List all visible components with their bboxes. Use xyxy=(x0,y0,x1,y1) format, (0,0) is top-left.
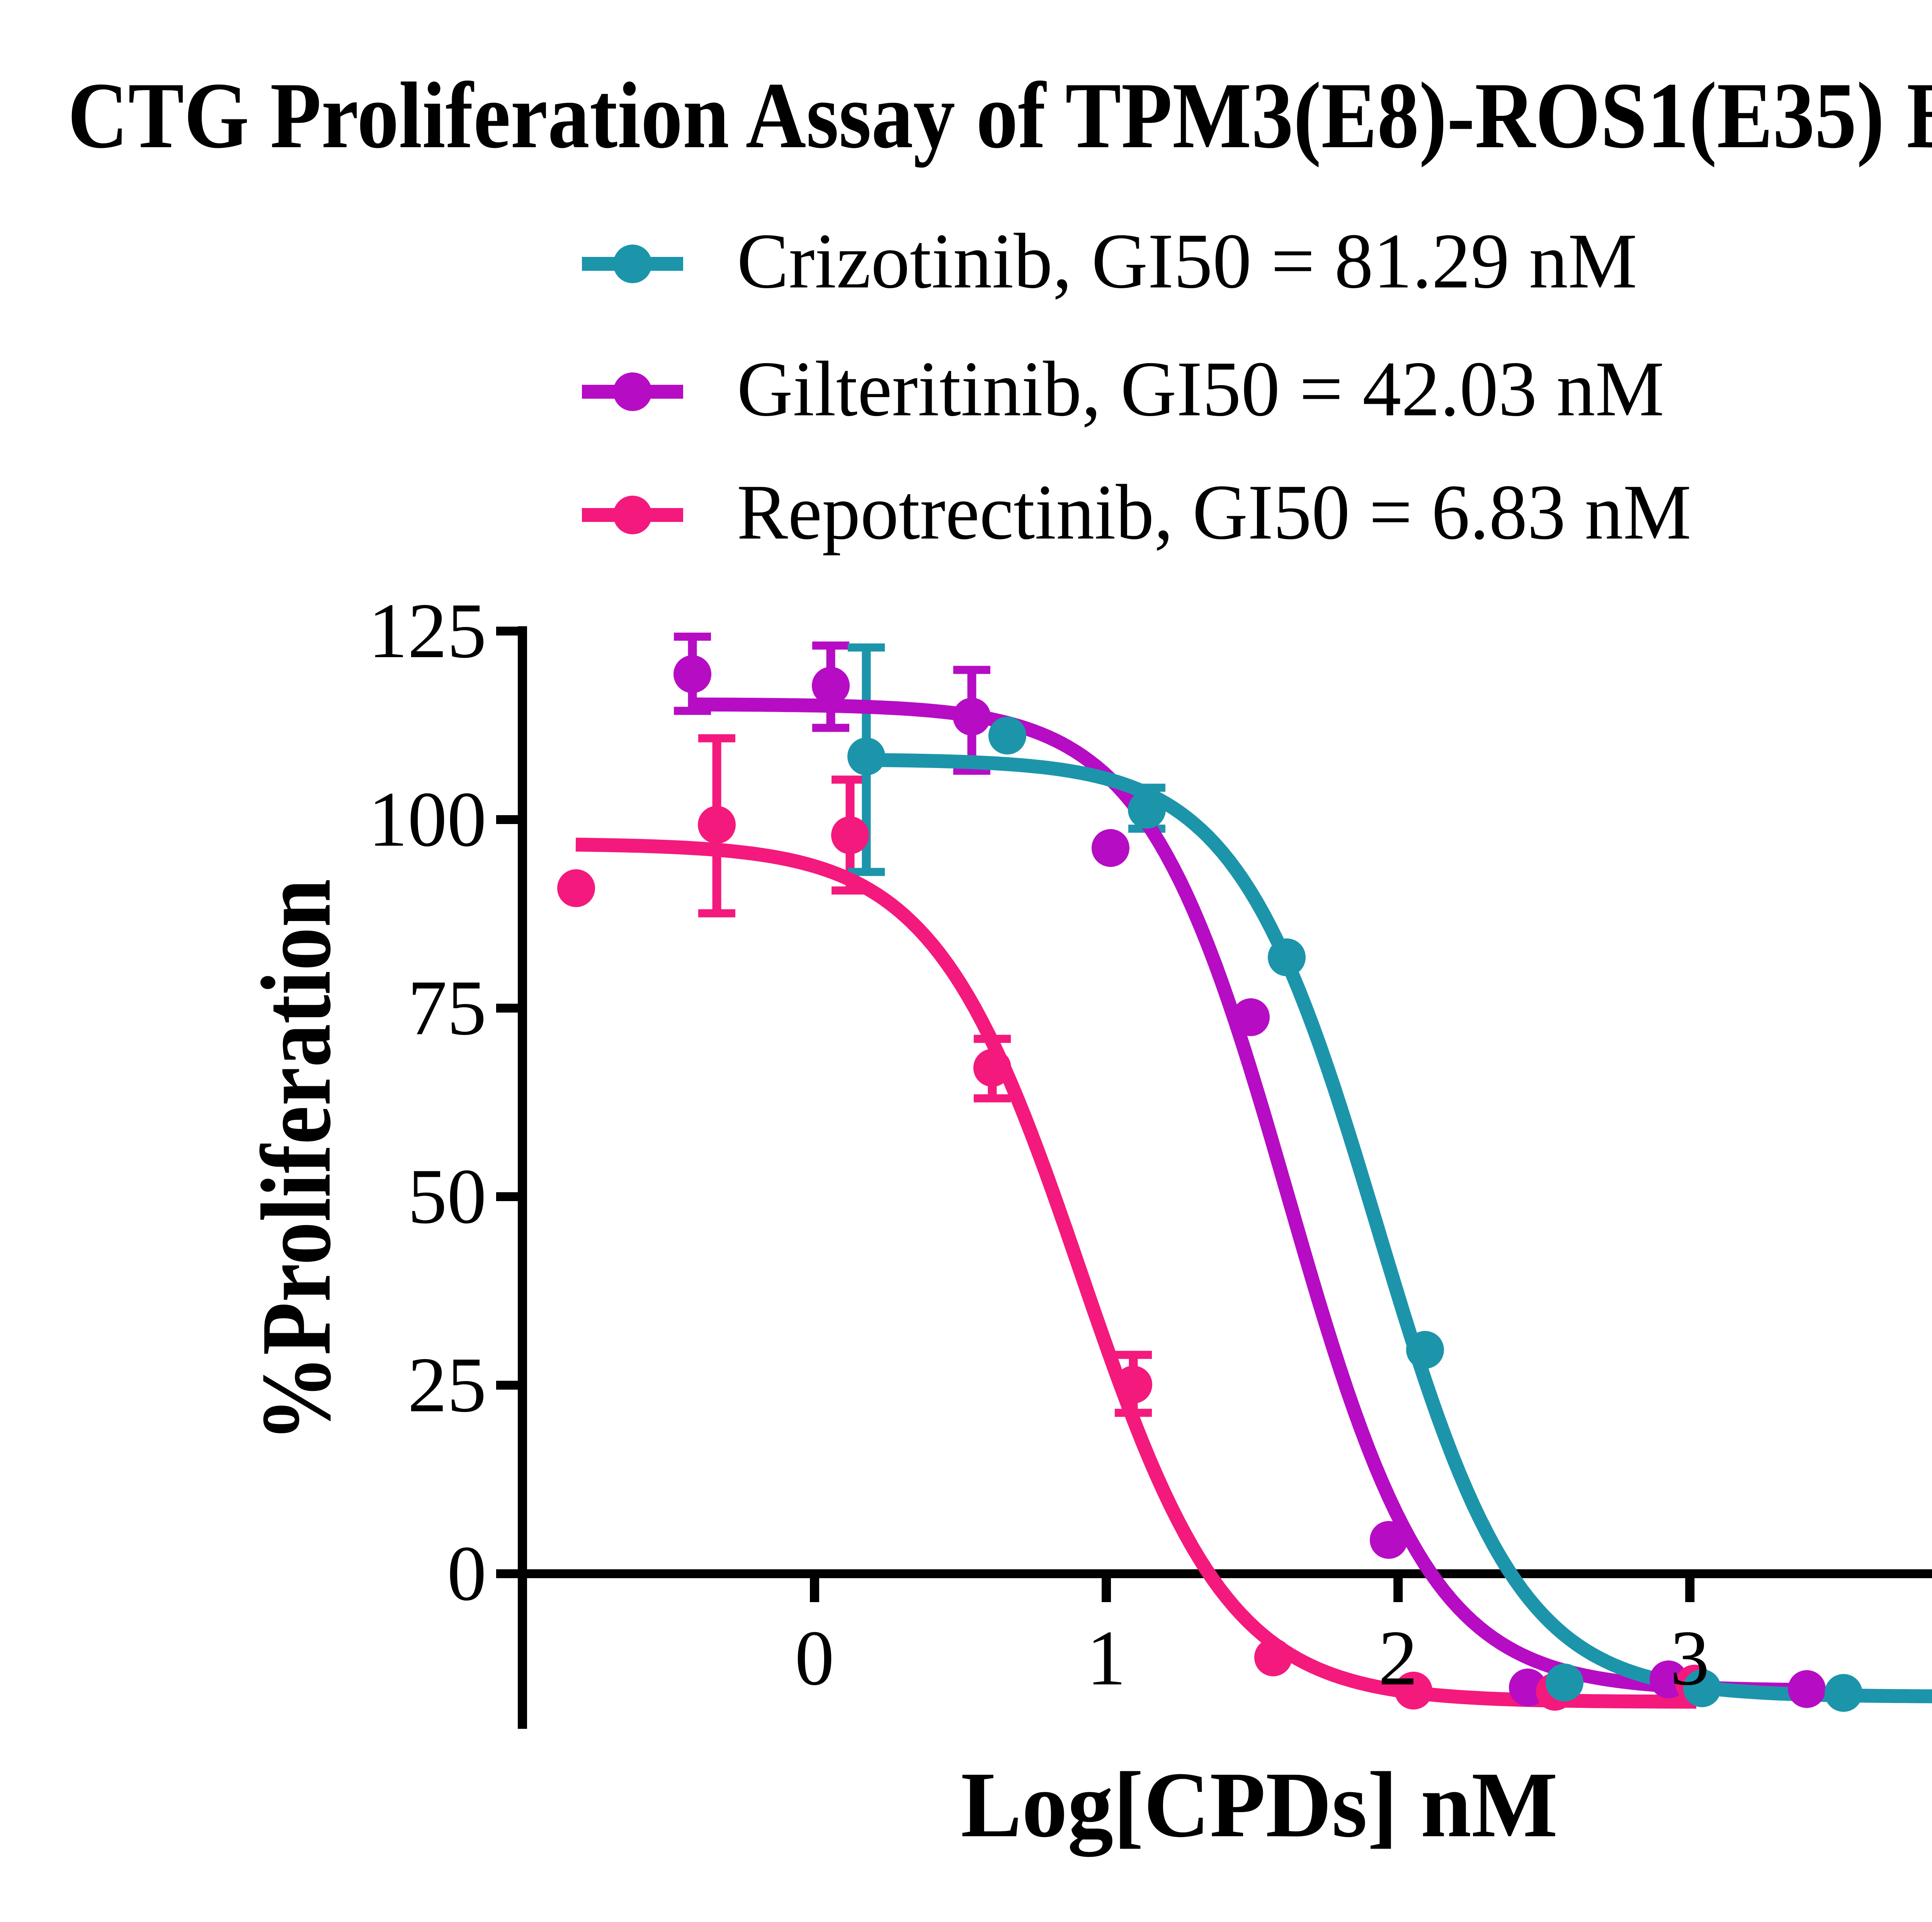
svg-text:Crizotinib, GI50 = 81.29 nM: Crizotinib, GI50 = 81.29 nM xyxy=(737,218,1637,305)
svg-text:2: 2 xyxy=(1378,1614,1418,1702)
svg-text:BaF3: BaF3 xyxy=(1907,63,1932,168)
svg-text:25: 25 xyxy=(408,1341,486,1429)
svg-text:3: 3 xyxy=(1670,1614,1709,1702)
svg-text:Log[CPDs] nM: Log[CPDs] nM xyxy=(961,1752,1558,1857)
svg-text:75: 75 xyxy=(408,964,486,1052)
svg-text:125: 125 xyxy=(368,587,486,675)
svg-text:0: 0 xyxy=(795,1614,834,1702)
svg-text:%Proliferation: %Proliferation xyxy=(241,879,351,1442)
svg-text:100: 100 xyxy=(368,776,486,863)
svg-text:CTG Proliferation Assay of TPM: CTG Proliferation Assay of TPM3(E8)-ROS1… xyxy=(68,63,1884,168)
svg-text:Repotrectinib, GI50 = 6.83 nM: Repotrectinib, GI50 = 6.83 nM xyxy=(737,469,1691,556)
svg-text:50: 50 xyxy=(408,1153,486,1240)
svg-text:1: 1 xyxy=(1087,1614,1126,1702)
svg-text:0: 0 xyxy=(447,1530,486,1617)
svg-text:Gilteritinib, GI50 = 42.03 nM: Gilteritinib, GI50 = 42.03 nM xyxy=(737,345,1664,433)
